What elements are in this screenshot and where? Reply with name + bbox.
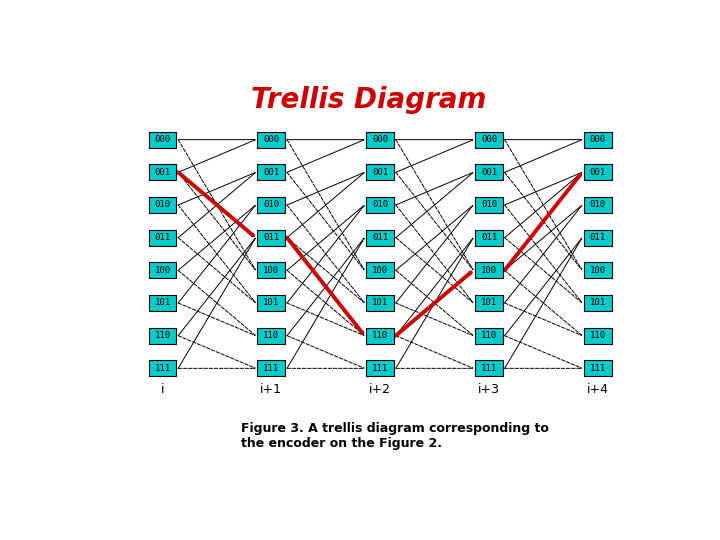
FancyBboxPatch shape: [584, 262, 612, 278]
Text: i+3: i+3: [478, 383, 500, 396]
FancyBboxPatch shape: [475, 262, 503, 278]
Text: 111: 111: [481, 364, 497, 373]
FancyBboxPatch shape: [584, 295, 612, 311]
Text: 101: 101: [372, 299, 388, 307]
Text: 010: 010: [155, 200, 171, 210]
FancyBboxPatch shape: [366, 230, 394, 246]
Text: 000: 000: [264, 135, 279, 144]
Text: 010: 010: [264, 200, 279, 210]
Text: 010: 010: [481, 200, 497, 210]
Text: 101: 101: [590, 299, 606, 307]
FancyBboxPatch shape: [475, 295, 503, 311]
Text: Trellis Diagram: Trellis Diagram: [251, 85, 487, 113]
FancyBboxPatch shape: [366, 328, 394, 343]
FancyBboxPatch shape: [475, 328, 503, 343]
FancyBboxPatch shape: [584, 328, 612, 343]
FancyBboxPatch shape: [366, 132, 394, 147]
FancyBboxPatch shape: [584, 360, 612, 376]
Text: i: i: [161, 383, 164, 396]
FancyBboxPatch shape: [475, 197, 503, 213]
Text: 001: 001: [481, 168, 497, 177]
Text: 011: 011: [590, 233, 606, 242]
Text: i+2: i+2: [369, 383, 391, 396]
Text: 011: 011: [264, 233, 279, 242]
Text: 001: 001: [590, 168, 606, 177]
Text: 010: 010: [590, 200, 606, 210]
Text: 100: 100: [372, 266, 388, 275]
FancyBboxPatch shape: [148, 197, 176, 213]
FancyBboxPatch shape: [366, 295, 394, 311]
FancyBboxPatch shape: [148, 262, 176, 278]
Text: 101: 101: [264, 299, 279, 307]
Text: i+1: i+1: [261, 383, 282, 396]
FancyBboxPatch shape: [148, 328, 176, 343]
Text: 000: 000: [481, 135, 497, 144]
FancyBboxPatch shape: [475, 230, 503, 246]
Text: 011: 011: [481, 233, 497, 242]
Text: 001: 001: [155, 168, 171, 177]
FancyBboxPatch shape: [475, 164, 503, 180]
FancyBboxPatch shape: [258, 230, 285, 246]
FancyBboxPatch shape: [148, 164, 176, 180]
Text: 101: 101: [481, 299, 497, 307]
FancyBboxPatch shape: [366, 197, 394, 213]
Text: 100: 100: [590, 266, 606, 275]
FancyBboxPatch shape: [366, 164, 394, 180]
Text: 111: 111: [264, 364, 279, 373]
FancyBboxPatch shape: [584, 164, 612, 180]
Text: 111: 111: [155, 364, 171, 373]
Text: 110: 110: [155, 331, 171, 340]
Text: 100: 100: [264, 266, 279, 275]
FancyBboxPatch shape: [258, 262, 285, 278]
FancyBboxPatch shape: [584, 132, 612, 147]
Text: Figure 3. A trellis diagram corresponding to
the encoder on the Figure 2.: Figure 3. A trellis diagram correspondin…: [240, 422, 549, 450]
Text: i+4: i+4: [587, 383, 609, 396]
FancyBboxPatch shape: [148, 360, 176, 376]
Text: 100: 100: [155, 266, 171, 275]
Text: 000: 000: [372, 135, 388, 144]
FancyBboxPatch shape: [258, 360, 285, 376]
FancyBboxPatch shape: [258, 197, 285, 213]
FancyBboxPatch shape: [258, 164, 285, 180]
FancyBboxPatch shape: [258, 295, 285, 311]
FancyBboxPatch shape: [258, 328, 285, 343]
Text: 110: 110: [481, 331, 497, 340]
FancyBboxPatch shape: [584, 230, 612, 246]
Text: 110: 110: [264, 331, 279, 340]
FancyBboxPatch shape: [148, 295, 176, 311]
Text: 001: 001: [372, 168, 388, 177]
Text: 111: 111: [372, 364, 388, 373]
FancyBboxPatch shape: [475, 360, 503, 376]
Text: 011: 011: [155, 233, 171, 242]
Text: 110: 110: [372, 331, 388, 340]
Text: 111: 111: [590, 364, 606, 373]
FancyBboxPatch shape: [584, 197, 612, 213]
FancyBboxPatch shape: [475, 132, 503, 147]
Text: 000: 000: [590, 135, 606, 144]
Text: 010: 010: [372, 200, 388, 210]
Text: 100: 100: [481, 266, 497, 275]
FancyBboxPatch shape: [148, 230, 176, 246]
FancyBboxPatch shape: [258, 132, 285, 147]
Text: 101: 101: [155, 299, 171, 307]
Text: 110: 110: [590, 331, 606, 340]
Text: 011: 011: [372, 233, 388, 242]
FancyBboxPatch shape: [366, 262, 394, 278]
Text: 000: 000: [155, 135, 171, 144]
FancyBboxPatch shape: [366, 360, 394, 376]
Text: 001: 001: [264, 168, 279, 177]
FancyBboxPatch shape: [148, 132, 176, 147]
